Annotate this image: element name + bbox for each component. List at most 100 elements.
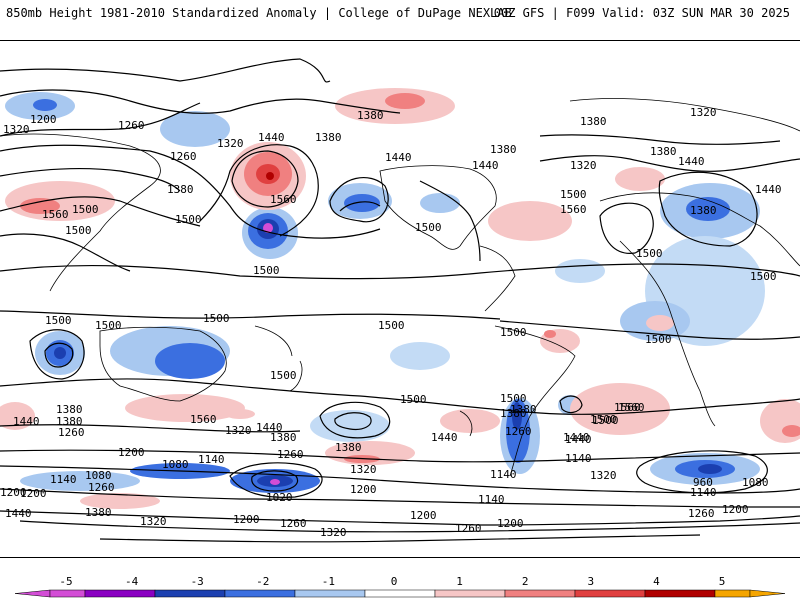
contour-label: 1140 bbox=[198, 453, 225, 466]
colorbar-segment bbox=[154, 589, 226, 598]
contour-label: 1500 bbox=[415, 221, 442, 234]
contour-label: 1380 bbox=[56, 415, 83, 428]
contour-label: 1140 bbox=[478, 493, 505, 506]
contour-label: 1320 bbox=[570, 159, 597, 172]
contour-label: 1380 bbox=[490, 143, 517, 156]
contour-label: 1380 bbox=[690, 204, 717, 217]
contour-label: 1380 bbox=[510, 403, 537, 416]
contour-label: 1380 bbox=[580, 115, 607, 128]
contour-label: 1560 bbox=[42, 208, 69, 221]
contour-label: 1500 bbox=[645, 333, 672, 346]
contour-label: 1260 bbox=[170, 150, 197, 163]
colorbar-tick-label: 1 bbox=[456, 575, 463, 588]
contour-label: 1200 bbox=[497, 517, 524, 530]
colorbar-tick-label: 3 bbox=[587, 575, 595, 588]
map-panel: 1200 1320 1260 1260 1320 1440 1380 1380 … bbox=[0, 40, 800, 558]
colorbar-segment bbox=[714, 589, 751, 598]
colorbar-min-arrow bbox=[14, 589, 51, 598]
contour-label: 1080 bbox=[162, 458, 189, 471]
colorbar-segment bbox=[504, 589, 576, 598]
colorbar-tick-label: 5 bbox=[718, 575, 726, 588]
contour-label: 1260 bbox=[688, 507, 715, 520]
colorbar-segment bbox=[84, 589, 156, 598]
contour-label: 1200 bbox=[30, 113, 57, 126]
contour-label: 1500 bbox=[203, 312, 230, 325]
height-contours bbox=[0, 58, 800, 543]
contour-label: 1260 bbox=[58, 426, 85, 439]
contour-label: 1440 bbox=[565, 433, 592, 446]
colorbar-tick-label: 4 bbox=[653, 575, 660, 588]
contour-label: 1560 bbox=[614, 401, 641, 414]
colorbar-segment bbox=[49, 589, 86, 598]
contour-label: 1140 bbox=[50, 473, 77, 486]
colorbar-tick-label: -3 bbox=[190, 575, 204, 588]
contour-label: 1560 bbox=[270, 193, 297, 206]
contour-label: 1500 bbox=[560, 188, 587, 201]
contour-label: 1500 bbox=[500, 326, 527, 339]
colorbar-segment bbox=[224, 589, 296, 598]
contour-label: 1440 bbox=[755, 183, 782, 196]
contour-label: 1020 bbox=[266, 491, 293, 504]
contour-label: 1440 bbox=[563, 431, 590, 444]
contour-label: 1200 bbox=[233, 513, 260, 526]
contour-label: 1440 bbox=[472, 159, 499, 172]
contour-label: 1140 bbox=[565, 452, 592, 465]
contour-label: 1380 bbox=[270, 431, 297, 444]
contour-label: 1440 bbox=[13, 415, 40, 428]
colorbar-segment bbox=[294, 589, 366, 598]
contour-label: 1440 bbox=[385, 151, 412, 164]
contour-label: 1440 bbox=[431, 431, 458, 444]
colorbar-segment bbox=[574, 589, 646, 598]
contour-label: 1320 bbox=[225, 424, 252, 437]
contour-label: 1200 bbox=[118, 446, 145, 459]
contour-label: 1500 bbox=[72, 203, 99, 216]
contour-label: 1380 bbox=[315, 131, 342, 144]
map-title: 850mb Height 1981-2010 Standardized Anom… bbox=[6, 6, 512, 20]
contour-label: 1260 bbox=[88, 481, 115, 494]
contour-label: 1440 bbox=[258, 131, 285, 144]
colorbar-tick-label: 2 bbox=[521, 575, 529, 588]
colorbar-tick-label: -1 bbox=[321, 575, 336, 588]
contour-label: 1380 bbox=[335, 441, 362, 454]
contour-label: 1440 bbox=[5, 507, 32, 520]
contour-label: 1080 bbox=[85, 469, 112, 482]
contour-label: 1380 bbox=[85, 506, 112, 519]
contour-label: 1200 bbox=[0, 486, 27, 499]
contour-label: 1500 bbox=[500, 392, 527, 405]
contour-label: 1260 bbox=[118, 119, 145, 132]
contour-label: 1080 bbox=[742, 476, 769, 489]
contour-label: 1500 bbox=[253, 264, 280, 277]
colorbar-segment bbox=[644, 589, 716, 598]
contour-label: 1380 bbox=[500, 407, 527, 420]
contour-label: 1320 bbox=[350, 463, 377, 476]
contour-label: 1200 bbox=[410, 509, 437, 522]
colorbar-tick-label: -5 bbox=[59, 575, 73, 588]
contour-label: 1500 bbox=[590, 413, 617, 426]
header-bar: 850mb Height 1981-2010 Standardized Anom… bbox=[0, 0, 800, 40]
contour-label: 1500 bbox=[400, 393, 427, 406]
anomaly-map: 1200 1320 1260 1260 1320 1440 1380 1380 … bbox=[0, 58, 800, 543]
contour-label: 1560 bbox=[560, 203, 587, 216]
contour-label: 1320 bbox=[140, 515, 167, 528]
model-run-info: 00Z GFS | F099 Valid: 03Z SUN MAR 30 202… bbox=[493, 6, 790, 20]
contour-label: 1140 bbox=[690, 486, 717, 499]
colorbar-max-arrow bbox=[749, 589, 786, 598]
colorbar-tick-label: -2 bbox=[256, 575, 270, 588]
contour-label: 1500 bbox=[636, 247, 663, 260]
contour-label: 1320 bbox=[590, 469, 617, 482]
contour-label: 1500 bbox=[750, 270, 777, 283]
contour-label: 1260 bbox=[277, 448, 304, 461]
coastlines bbox=[0, 98, 800, 477]
contour-label: 1200 bbox=[722, 503, 749, 516]
contour-label: 1560 bbox=[190, 413, 217, 426]
colorbar-tick-label: -4 bbox=[124, 575, 139, 588]
contour-label: 1200 bbox=[20, 487, 47, 500]
colorbar-segments bbox=[14, 589, 786, 598]
contour-labels: 1200 1320 1260 1260 1320 1440 1380 1380 … bbox=[0, 106, 782, 539]
contour-label: 1500 bbox=[175, 213, 202, 226]
contour-label: 1500 bbox=[270, 369, 297, 382]
contour-label: 1260 bbox=[455, 522, 482, 535]
contour-label: 1500 bbox=[95, 319, 122, 332]
contour-label: 1320 bbox=[320, 526, 347, 539]
contour-label: 960 bbox=[693, 476, 713, 489]
